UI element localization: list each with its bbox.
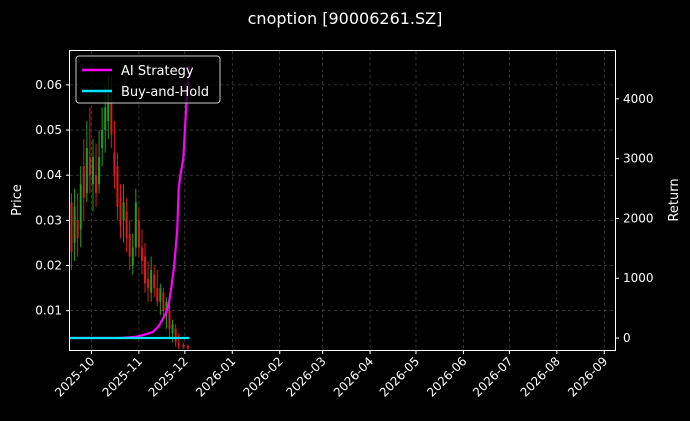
candle-body	[156, 288, 159, 302]
y-axis-label-left: Price	[10, 184, 25, 216]
left-tick-label: 0.02	[35, 259, 62, 273]
right-tick-label: 4000	[623, 92, 654, 106]
candlestick	[168, 301, 171, 338]
candlestick	[182, 342, 185, 350]
candle-body	[122, 202, 125, 221]
candle-body	[125, 211, 128, 239]
candle-body	[171, 324, 174, 334]
candlestick	[137, 206, 140, 257]
left-tick-label: 0.01	[35, 304, 62, 318]
candle-body	[131, 247, 134, 266]
candle-body	[140, 247, 143, 262]
candlestick	[85, 121, 88, 203]
series-lines	[70, 65, 191, 340]
candlesticks	[70, 75, 189, 350]
right-tick-label: 1000	[623, 271, 654, 285]
candlestick	[134, 188, 137, 257]
candlestick	[177, 333, 180, 350]
right-tick-label: 3000	[623, 152, 654, 166]
candle-body	[150, 270, 153, 293]
candlestick	[159, 283, 162, 316]
candlestick	[156, 270, 159, 307]
candle-body	[134, 202, 137, 248]
candle-body	[113, 152, 116, 176]
candlestick	[82, 139, 85, 221]
candlestick	[119, 184, 122, 239]
candle-body	[82, 166, 85, 198]
candlestick	[88, 107, 91, 194]
candle-body	[128, 233, 131, 257]
candle-body	[162, 292, 165, 311]
candle-body	[73, 206, 76, 243]
candlestick	[76, 193, 79, 257]
legend-label-buy-and-hold: Buy-and-Hold	[121, 85, 209, 100]
candle-body	[168, 310, 171, 329]
left-tick-label: 0.03	[35, 213, 62, 227]
candlestick	[144, 242, 147, 293]
candle-body	[91, 157, 94, 185]
candle-body	[186, 345, 189, 349]
candlestick	[122, 184, 125, 243]
left-tick-label: 0.04	[35, 168, 62, 182]
candle-body	[174, 328, 177, 343]
candle-body	[101, 130, 104, 149]
candlestick	[98, 130, 101, 194]
candle-body	[116, 166, 119, 207]
candlestick	[95, 143, 98, 207]
plot-frame	[69, 50, 616, 351]
left-tick-label: 0.05	[35, 123, 62, 137]
chart-title: cnoption [90006261.SZ]	[248, 9, 443, 28]
candlestick	[153, 265, 156, 298]
left-axis-ticks: 0.01 0.02 0.03 0.04 0.05 0.06	[35, 78, 70, 318]
candle-body	[107, 93, 110, 122]
candle-body	[153, 274, 156, 289]
candlestick	[162, 288, 165, 320]
candle-body	[70, 202, 73, 252]
candlestick	[73, 188, 76, 262]
candle-body	[88, 157, 91, 176]
grid	[70, 51, 615, 350]
candle-body	[85, 148, 88, 194]
right-tick-label: 0	[623, 331, 631, 345]
candle-body	[182, 344, 185, 347]
right-axis-ticks: 0 1000 2000 3000 4000	[615, 92, 654, 345]
candlestick	[116, 152, 119, 221]
candlestick	[186, 344, 189, 350]
candlestick	[91, 139, 94, 212]
candle-body	[159, 288, 162, 302]
candle-body	[76, 220, 79, 239]
left-tick-label: 0.06	[35, 78, 62, 92]
candlestick	[79, 166, 82, 248]
right-tick-label: 2000	[623, 211, 654, 225]
candlestick	[140, 229, 143, 275]
candlestick	[147, 261, 150, 302]
candlestick	[113, 121, 116, 189]
candle-body	[119, 197, 122, 225]
candle-body	[165, 301, 168, 311]
candle-body	[177, 342, 180, 347]
candlestick	[125, 197, 128, 252]
candle-body	[95, 175, 98, 194]
candlestick	[131, 233, 134, 275]
candlestick	[128, 220, 131, 271]
candle-body	[137, 220, 140, 248]
candle-body	[110, 102, 113, 135]
candle-body	[144, 256, 147, 284]
legend: AI Strategy Buy-and-Hold	[75, 55, 221, 104]
legend-label-ai-strategy: AI Strategy	[121, 64, 194, 79]
candle-body	[98, 157, 101, 185]
candle-body	[79, 184, 82, 230]
candlestick	[150, 256, 153, 302]
candlestick	[174, 324, 177, 347]
candlestick	[101, 107, 104, 167]
candle-body	[147, 279, 150, 289]
candle-body	[104, 107, 107, 131]
y-axis-label-right: Return	[667, 178, 682, 221]
candlestick	[70, 193, 73, 271]
